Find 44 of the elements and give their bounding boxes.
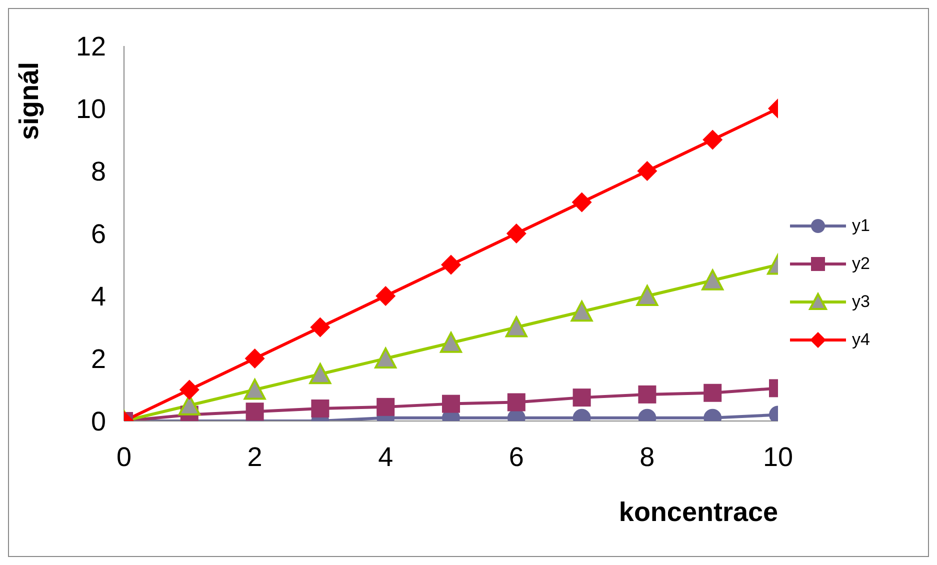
- point: [311, 400, 330, 418]
- point: [309, 363, 332, 384]
- point: [636, 285, 658, 306]
- point: [507, 393, 526, 412]
- legend-label: y4: [852, 330, 870, 350]
- y-tick-label: 0: [90, 406, 106, 437]
- point: [244, 348, 265, 368]
- point: [704, 384, 722, 402]
- y-tick-label: 6: [90, 219, 106, 250]
- point: [702, 269, 724, 290]
- x-tick-label: 10: [762, 442, 794, 472]
- x-tick-label: 0: [116, 442, 132, 472]
- y-tick-label: 10: [76, 94, 106, 124]
- point: [506, 224, 526, 244]
- y-tick-label: 12: [76, 32, 106, 62]
- point: [442, 394, 460, 413]
- x-tick-label: 4: [378, 442, 394, 472]
- point: [637, 161, 658, 181]
- point: [572, 388, 591, 407]
- x-tick-label: 6: [508, 442, 524, 472]
- x-tick-label: 2: [247, 442, 262, 472]
- point: [441, 254, 461, 275]
- point: [440, 332, 462, 353]
- point: [376, 398, 395, 416]
- y-axis-title: signál: [14, 62, 44, 140]
- point: [570, 300, 593, 322]
- point: [376, 286, 396, 306]
- y-tick-label: 8: [90, 156, 106, 187]
- x-axis-title: koncentrace: [618, 497, 778, 527]
- point: [638, 385, 656, 404]
- point: [246, 402, 264, 421]
- point: [572, 192, 592, 212]
- y-tick-label: 4: [90, 282, 106, 312]
- x-tick-label: 8: [640, 442, 655, 472]
- legend-label: y2: [852, 254, 870, 274]
- point: [702, 130, 723, 150]
- legend-label: y1: [852, 216, 870, 236]
- point: [374, 348, 397, 368]
- point: [310, 317, 330, 338]
- point: [244, 378, 266, 400]
- point: [179, 380, 200, 400]
- y-tick-label: 2: [90, 344, 106, 374]
- point: [505, 316, 528, 338]
- legend-label: y3: [852, 292, 870, 312]
